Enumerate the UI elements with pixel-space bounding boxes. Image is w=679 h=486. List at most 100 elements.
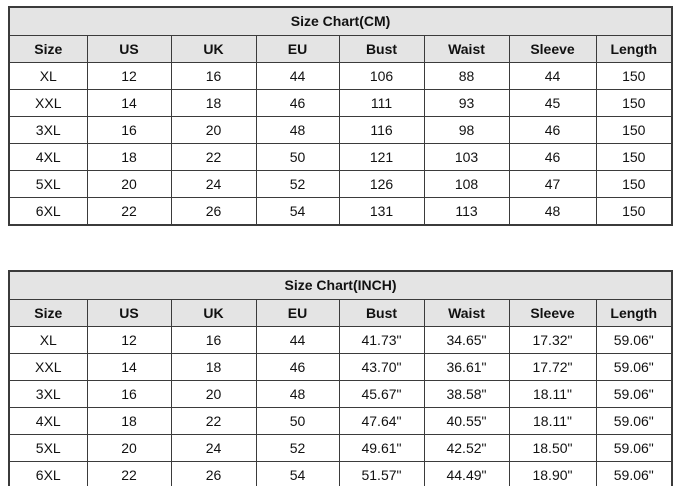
column-header-waist: Waist [423, 35, 510, 63]
value-cell: 52 [255, 170, 340, 198]
column-header-size: Size [8, 299, 88, 327]
value-cell: 59.06" [595, 326, 673, 354]
size-cell: 6XL [8, 197, 88, 226]
value-cell: 108 [423, 170, 510, 198]
table-row: 5XL 20 24 52 49.61" 42.52" 18.50" 59.06" [8, 434, 673, 462]
size-cell: 3XL [8, 380, 88, 408]
value-cell: 12 [86, 326, 172, 354]
value-cell: 44.49" [423, 461, 510, 486]
value-cell: 44 [255, 62, 340, 90]
value-cell: 46 [255, 353, 340, 381]
column-header-eu: EU [255, 35, 340, 63]
value-cell: 113 [423, 197, 510, 226]
size-cell: XXL [8, 89, 88, 117]
value-cell: 34.65" [423, 326, 510, 354]
value-cell: 59.06" [595, 380, 673, 408]
value-cell: 150 [595, 62, 673, 90]
column-header-us: US [86, 299, 172, 327]
size-cell: 5XL [8, 434, 88, 462]
value-cell: 26 [170, 461, 257, 486]
value-cell: 45 [508, 89, 597, 117]
table-title: Size Chart(CM) [8, 6, 673, 36]
value-cell: 46 [508, 116, 597, 144]
column-header-bust: Bust [338, 35, 425, 63]
value-cell: 150 [595, 170, 673, 198]
size-cell: 6XL [8, 461, 88, 486]
value-cell: 40.55" [423, 407, 510, 435]
size-chart-inch-table: Size Chart(INCH) Size US UK EU Bust Waist Sleev… [8, 270, 674, 486]
value-cell: 24 [170, 170, 257, 198]
size-cell: XXL [8, 353, 88, 381]
table-row: 4XL 18 22 50 47.64" 40.55" 18.11" 59.06" [8, 407, 673, 435]
value-cell: 22 [86, 197, 172, 226]
value-cell: 20 [170, 380, 257, 408]
value-cell: 131 [338, 197, 425, 226]
value-cell: 150 [595, 89, 673, 117]
column-header-bust: Bust [338, 299, 425, 327]
value-cell: 16 [170, 326, 257, 354]
table-row: 3XL 16 20 48 116 98 46 150 [8, 116, 673, 144]
table-row: XL 12 16 44 41.73" 34.65" 17.32" 59.06" [8, 326, 673, 354]
column-header-us: US [86, 35, 172, 63]
value-cell: 47 [508, 170, 597, 198]
column-header-size: Size [8, 35, 88, 63]
value-cell: 20 [86, 170, 172, 198]
table-row: 6XL 22 26 54 131 113 48 150 [8, 197, 673, 226]
value-cell: 59.06" [595, 434, 673, 462]
column-header-sleeve: Sleeve [508, 35, 597, 63]
value-cell: 54 [255, 197, 340, 226]
value-cell: 20 [170, 116, 257, 144]
value-cell: 18.50" [508, 434, 597, 462]
value-cell: 22 [170, 143, 257, 171]
value-cell: 43.70" [338, 353, 425, 381]
size-chart-cm-table: Size Chart(CM) Size US UK EU Bust Waist Sleeve L… [8, 6, 674, 226]
table-row: 6XL 22 26 54 51.57" 44.49" 18.90" 59.06" [8, 461, 673, 486]
value-cell: 22 [86, 461, 172, 486]
value-cell: 36.61" [423, 353, 510, 381]
value-cell: 18 [170, 353, 257, 381]
column-header-length: Length [595, 35, 673, 63]
value-cell: 17.32" [508, 326, 597, 354]
table-row: 4XL 18 22 50 121 103 46 150 [8, 143, 673, 171]
table-row: XXL 14 18 46 111 93 45 150 [8, 89, 673, 117]
value-cell: 59.06" [595, 353, 673, 381]
value-cell: 48 [255, 380, 340, 408]
column-header-uk: UK [170, 35, 257, 63]
value-cell: 106 [338, 62, 425, 90]
value-cell: 59.06" [595, 407, 673, 435]
value-cell: 98 [423, 116, 510, 144]
value-cell: 52 [255, 434, 340, 462]
size-chart-inch-body: XL 12 16 44 41.73" 34.65" 17.32" 59.06" XXL 14 18 4… [8, 326, 673, 486]
value-cell: 45.67" [338, 380, 425, 408]
size-cell: 4XL [8, 143, 88, 171]
value-cell: 49.61" [338, 434, 425, 462]
value-cell: 16 [86, 116, 172, 144]
value-cell: 38.58" [423, 380, 510, 408]
value-cell: 46 [508, 143, 597, 171]
table-row: XL 12 16 44 106 88 44 150 [8, 62, 673, 90]
value-cell: 17.72" [508, 353, 597, 381]
value-cell: 16 [86, 380, 172, 408]
value-cell: 44 [508, 62, 597, 90]
value-cell: 26 [170, 197, 257, 226]
value-cell: 44 [255, 326, 340, 354]
value-cell: 150 [595, 197, 673, 226]
column-header-uk: UK [170, 299, 257, 327]
value-cell: 50 [255, 143, 340, 171]
value-cell: 47.64" [338, 407, 425, 435]
value-cell: 126 [338, 170, 425, 198]
size-chart-cm-header: Size Chart(CM) Size US UK EU Bust Waist Sleeve L… [8, 6, 673, 63]
value-cell: 46 [255, 89, 340, 117]
value-cell: 150 [595, 116, 673, 144]
value-cell: 41.73" [338, 326, 425, 354]
value-cell: 12 [86, 62, 172, 90]
value-cell: 18 [86, 407, 172, 435]
value-cell: 14 [86, 353, 172, 381]
value-cell: 116 [338, 116, 425, 144]
value-cell: 150 [595, 143, 673, 171]
size-cell: 3XL [8, 116, 88, 144]
value-cell: 22 [170, 407, 257, 435]
value-cell: 18 [86, 143, 172, 171]
column-header-eu: EU [255, 299, 340, 327]
